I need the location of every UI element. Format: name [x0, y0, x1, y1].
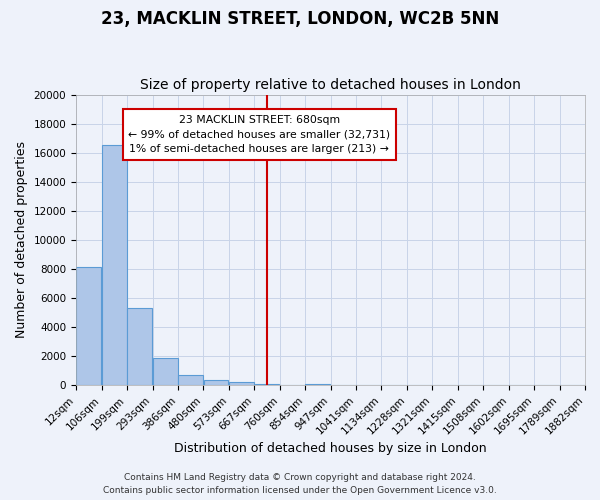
Bar	[127, 308, 152, 385]
Text: 23, MACKLIN STREET, LONDON, WC2B 5NN: 23, MACKLIN STREET, LONDON, WC2B 5NN	[101, 10, 499, 28]
Bar	[153, 358, 178, 385]
Bar	[305, 384, 330, 385]
Y-axis label: Number of detached properties: Number of detached properties	[15, 142, 28, 338]
Text: 23 MACKLIN STREET: 680sqm
← 99% of detached houses are smaller (32,731)
1% of se: 23 MACKLIN STREET: 680sqm ← 99% of detac…	[128, 115, 391, 154]
Bar	[76, 268, 101, 385]
Bar	[229, 382, 254, 385]
Bar	[254, 384, 280, 385]
Bar	[178, 375, 203, 385]
Bar	[102, 146, 127, 385]
Bar	[203, 380, 229, 385]
Text: Contains HM Land Registry data © Crown copyright and database right 2024.
Contai: Contains HM Land Registry data © Crown c…	[103, 474, 497, 495]
X-axis label: Distribution of detached houses by size in London: Distribution of detached houses by size …	[174, 442, 487, 455]
Title: Size of property relative to detached houses in London: Size of property relative to detached ho…	[140, 78, 521, 92]
